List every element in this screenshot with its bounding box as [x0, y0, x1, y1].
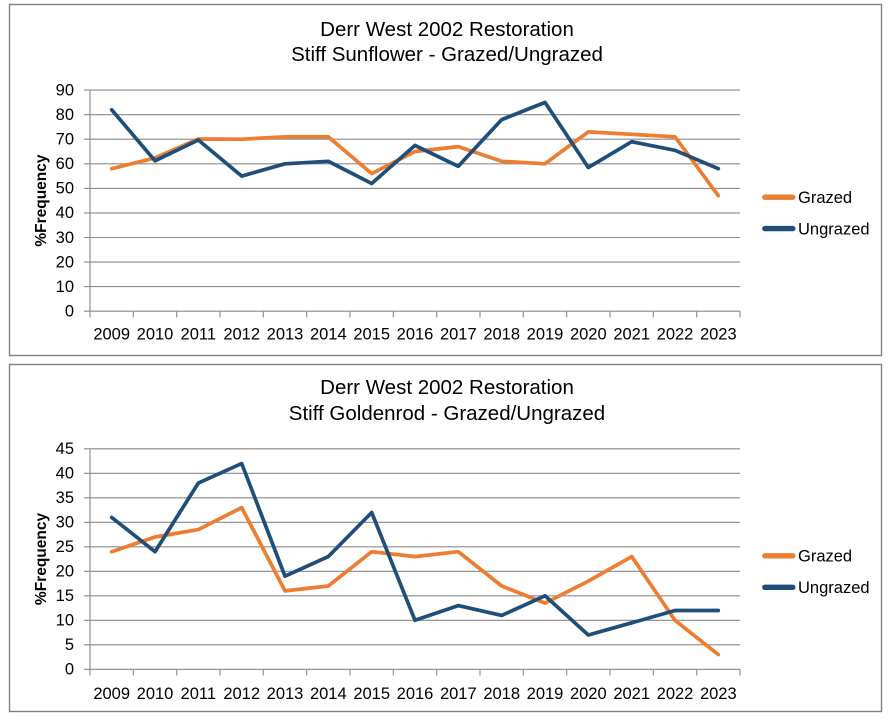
svg-text:Stiff Goldenrod - Grazed/Ungra: Stiff Goldenrod - Grazed/Ungrazed [289, 402, 605, 425]
svg-text:2011: 2011 [181, 685, 216, 703]
svg-text:15: 15 [56, 587, 74, 605]
svg-text:30: 30 [56, 514, 74, 532]
svg-text:2017: 2017 [440, 326, 477, 344]
svg-text:2023: 2023 [700, 685, 737, 703]
svg-text:2013: 2013 [267, 326, 304, 344]
svg-text:20: 20 [56, 563, 74, 581]
svg-text:Grazed: Grazed [798, 548, 852, 566]
svg-text:2009: 2009 [93, 685, 130, 703]
svg-text:2012: 2012 [223, 326, 260, 344]
svg-text:2021: 2021 [613, 685, 650, 703]
svg-text:2017: 2017 [440, 685, 477, 703]
svg-text:2014: 2014 [310, 326, 347, 344]
svg-text:40: 40 [56, 204, 74, 222]
svg-text:40: 40 [56, 465, 74, 483]
svg-text:Ungrazed: Ungrazed [798, 579, 870, 597]
svg-text:0: 0 [65, 303, 74, 321]
svg-text:2010: 2010 [137, 326, 174, 344]
svg-text:%Frequency: %Frequency [33, 513, 50, 606]
svg-text:2009: 2009 [93, 326, 130, 344]
svg-text:2013: 2013 [267, 685, 304, 703]
svg-text:2022: 2022 [657, 326, 694, 344]
svg-text:2018: 2018 [483, 326, 520, 344]
svg-text:45: 45 [56, 440, 74, 458]
svg-text:60: 60 [56, 155, 74, 173]
svg-text:0: 0 [65, 661, 74, 679]
svg-text:2023: 2023 [700, 326, 737, 344]
svg-text:Ungrazed: Ungrazed [798, 220, 870, 238]
svg-text:5: 5 [65, 636, 74, 654]
svg-text:90: 90 [56, 81, 74, 99]
svg-text:2015: 2015 [353, 685, 390, 703]
svg-text:Derr West 2002 Restoration: Derr West 2002 Restoration [320, 376, 574, 399]
svg-text:2011: 2011 [181, 326, 216, 344]
svg-text:10: 10 [56, 278, 74, 296]
svg-text:%Frequency: %Frequency [33, 154, 50, 247]
svg-text:2020: 2020 [570, 326, 607, 344]
svg-text:2021: 2021 [613, 326, 650, 344]
svg-text:2010: 2010 [137, 685, 174, 703]
svg-text:2018: 2018 [483, 685, 520, 703]
svg-text:50: 50 [56, 180, 74, 198]
svg-text:2019: 2019 [527, 326, 564, 344]
svg-text:2016: 2016 [397, 326, 434, 344]
svg-text:20: 20 [56, 253, 74, 271]
svg-text:2015: 2015 [353, 326, 390, 344]
svg-text:2012: 2012 [223, 685, 260, 703]
svg-text:80: 80 [56, 106, 74, 124]
svg-text:2019: 2019 [527, 685, 564, 703]
svg-text:30: 30 [56, 229, 74, 247]
svg-text:Stiff Sunflower - Grazed/Ungra: Stiff Sunflower - Grazed/Ungrazed [291, 43, 603, 66]
svg-text:2016: 2016 [397, 685, 434, 703]
svg-text:2014: 2014 [310, 685, 347, 703]
svg-text:2022: 2022 [657, 685, 694, 703]
svg-text:25: 25 [56, 538, 74, 556]
svg-text:35: 35 [56, 489, 74, 507]
svg-text:Derr West 2002 Restoration: Derr West 2002 Restoration [320, 18, 574, 41]
svg-text:Grazed: Grazed [798, 189, 852, 207]
svg-text:10: 10 [56, 612, 74, 630]
svg-text:2020: 2020 [570, 685, 607, 703]
svg-text:70: 70 [56, 131, 74, 149]
